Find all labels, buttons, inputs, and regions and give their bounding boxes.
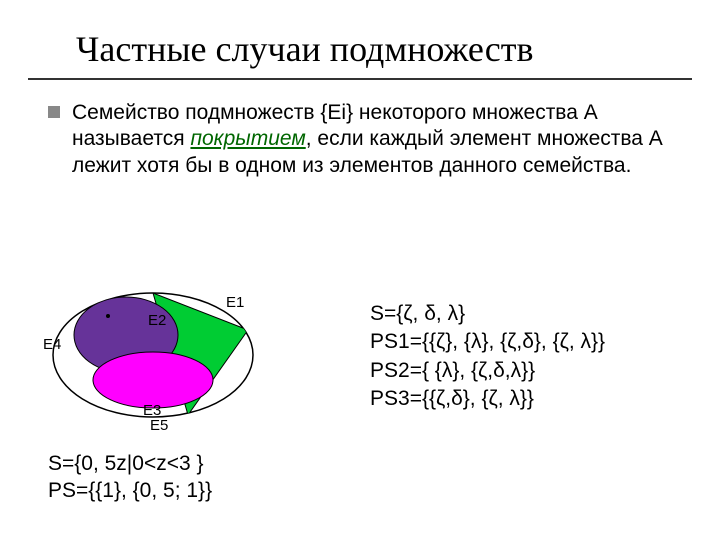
bullet-icon: [48, 106, 60, 118]
bottom-equations: S={0, 5z|0<z<3 } PS={{1}, {0, 5; 1}}: [48, 450, 212, 505]
para-emph: покрытием: [190, 127, 305, 150]
slide-title: Частные случаи подмножеств: [28, 0, 692, 80]
venn-diagram: E1 E2 E3 E4 E5: [48, 280, 258, 430]
eq-line: S={0, 5z|0<z<3 }: [48, 450, 212, 477]
label-e5: E5: [150, 417, 168, 434]
label-e2: E2: [148, 312, 166, 329]
right-equations: S={ζ, δ, λ} PS1={{ζ}, {λ}, {ζ,δ}, {ζ, λ}…: [370, 300, 605, 413]
body-paragraph: Семейство подмножеств {Ei} некоторого мн…: [0, 100, 720, 179]
label-e4: E4: [43, 336, 61, 353]
eq-line: S={ζ, δ, λ}: [370, 300, 605, 328]
eq-line: PS3={{ζ,δ}, {ζ, λ}}: [370, 385, 605, 413]
eq-line: PS={{1}, {0, 5; 1}}: [48, 477, 212, 504]
label-e1: E1: [226, 294, 244, 311]
region-e3: [93, 352, 213, 408]
eq-line: PS1={{ζ}, {λ}, {ζ,δ}, {ζ, λ}}: [370, 328, 605, 356]
diagram-dot: [106, 314, 110, 318]
eq-line: PS2={ {λ}, {ζ,δ,λ}}: [370, 357, 605, 385]
